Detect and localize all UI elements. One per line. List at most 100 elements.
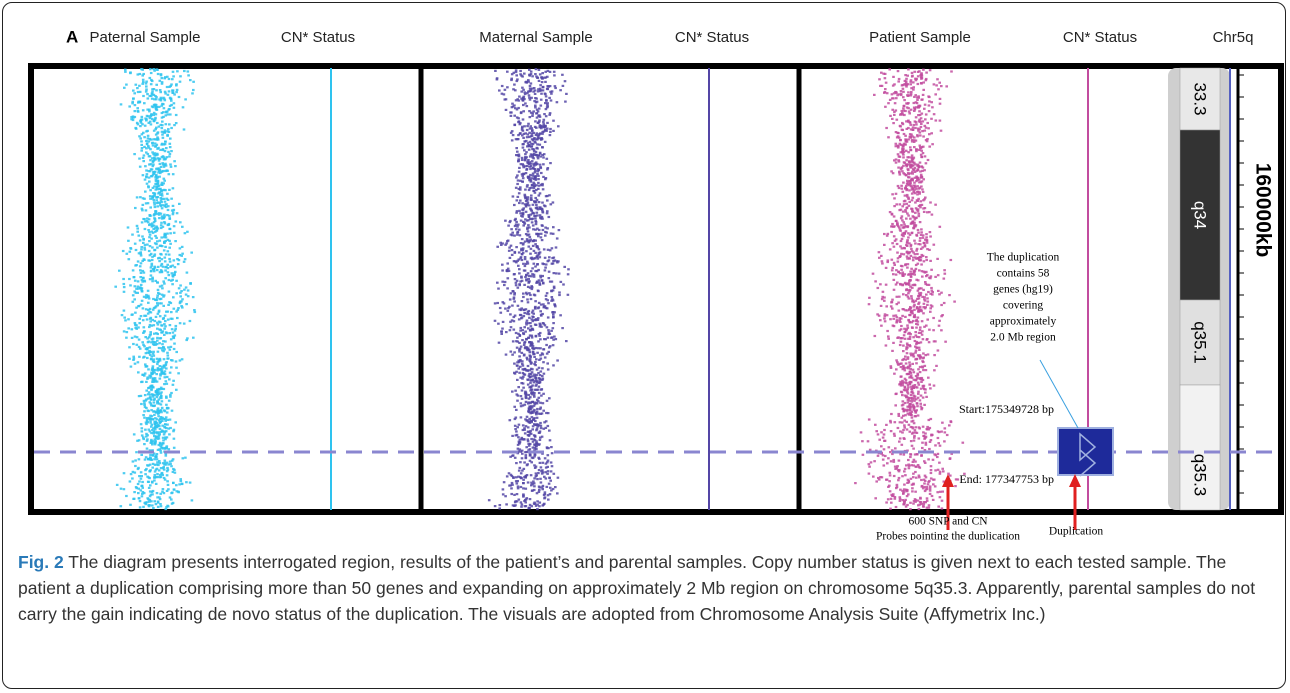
probe-dot: [919, 310, 922, 312]
probe-dot: [133, 358, 136, 360]
probe-dot: [539, 408, 542, 410]
probe-dot: [879, 476, 882, 478]
probe-dot: [179, 295, 182, 297]
probe-dot: [529, 253, 532, 255]
probe-dot: [131, 328, 134, 330]
probe-dot: [880, 72, 883, 74]
probe-dot: [530, 368, 533, 370]
probe-dot: [151, 224, 154, 226]
probe-dot: [518, 229, 521, 231]
probe-dot: [151, 256, 154, 258]
probe-dot: [907, 68, 910, 70]
probe-dot: [544, 324, 547, 326]
probe-dot: [177, 307, 180, 309]
probe-dot: [527, 327, 530, 329]
probe-dot: [547, 329, 550, 331]
probe-dot: [158, 398, 161, 400]
probe-dot: [151, 338, 154, 340]
probe-dot: [135, 307, 138, 309]
probe-dot: [915, 79, 918, 81]
probe-dot: [926, 240, 929, 242]
probe-dot: [904, 387, 907, 389]
probe-dot: [532, 480, 535, 482]
probe-dot: [903, 424, 906, 426]
probe-dot: [528, 280, 531, 282]
probe-dot: [515, 332, 518, 334]
probe-dot: [538, 126, 541, 128]
probe-dot: [540, 217, 543, 219]
probe-dot: [907, 168, 910, 170]
probe-dot: [143, 247, 146, 249]
probe-dot: [502, 493, 505, 495]
probe-dot: [138, 497, 141, 499]
probe-dot: [147, 135, 150, 137]
probe-dot: [524, 218, 527, 220]
probe-dot: [918, 110, 921, 112]
probe-dot: [534, 389, 537, 391]
probe-dot: [874, 424, 877, 426]
probe-dot: [933, 479, 936, 481]
probe-dot: [513, 235, 516, 237]
probe-dot: [146, 420, 149, 422]
probe-dot: [907, 327, 910, 329]
probe-dot: [918, 191, 921, 193]
probe-dot: [517, 386, 520, 388]
probe-dot: [183, 261, 186, 263]
probe-dot: [916, 405, 919, 407]
probe-dot: [529, 99, 532, 101]
probe-dot: [544, 257, 547, 259]
probe-dot: [134, 327, 137, 329]
probe-dot: [149, 401, 152, 403]
probe-dot: [187, 70, 190, 72]
probe-dot: [913, 182, 916, 184]
probe-dot: [519, 334, 522, 336]
probe-dot: [862, 454, 865, 456]
probe-dot: [905, 230, 908, 232]
probe-dot: [525, 338, 528, 340]
probe-dot: [911, 160, 914, 162]
probe-dot: [917, 198, 920, 200]
probe-dot: [905, 139, 908, 141]
probe-dot: [910, 128, 913, 130]
probe-dot: [521, 389, 524, 391]
probe-dot: [946, 434, 949, 436]
probe-dot: [177, 372, 180, 374]
probe-dot: [548, 271, 551, 273]
probe-dot: [922, 152, 925, 154]
probe-dot: [887, 233, 890, 235]
probe-dot: [559, 314, 562, 316]
probe-dot: [537, 340, 540, 342]
probe-dot: [533, 187, 536, 189]
probe-dot: [920, 126, 923, 128]
probe-dot: [535, 472, 538, 474]
probe-dot: [165, 203, 168, 205]
probe-dot: [510, 487, 513, 489]
probe-dot: [546, 102, 549, 104]
probe-dot: [907, 464, 910, 466]
probe-dot: [151, 246, 154, 248]
probe-dot: [184, 232, 187, 234]
probe-dot: [168, 247, 171, 249]
probe-dot: [934, 276, 937, 278]
probe-dot: [149, 95, 152, 97]
probe-dot: [135, 249, 138, 251]
probe-dot: [534, 364, 537, 366]
probe-dot: [498, 507, 501, 509]
probe-dot: [534, 175, 537, 177]
probe-dot: [148, 476, 151, 478]
probe-dot: [893, 159, 896, 161]
probe-dot: [519, 348, 522, 350]
probe-dot: [551, 281, 554, 283]
probe-dot: [172, 213, 175, 215]
probe-dot: [536, 478, 539, 480]
probe-dot: [505, 331, 508, 333]
probe-dot: [921, 296, 924, 298]
probe-dot: [894, 240, 897, 242]
probe-dot: [172, 71, 175, 73]
probe-dot: [931, 305, 934, 307]
probe-dot: [151, 88, 154, 90]
probe-dot: [532, 313, 535, 315]
probe-dot: [922, 178, 925, 180]
probe-dot: [518, 350, 521, 352]
probe-dot: [552, 327, 555, 329]
